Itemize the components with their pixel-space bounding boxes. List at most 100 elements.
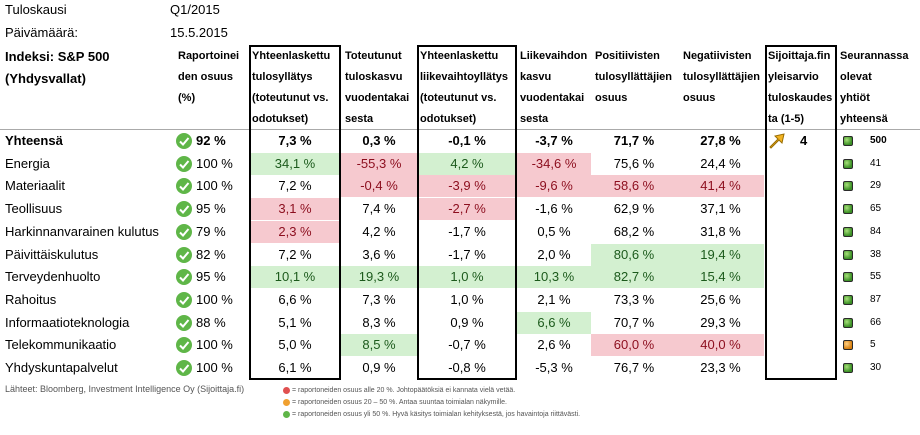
header-line: yleisarvio bbox=[768, 71, 819, 83]
checkmark-icon bbox=[176, 223, 192, 240]
cell-value: 2,6 % bbox=[537, 337, 571, 353]
header-index-line: Indeksi: S&P 500 bbox=[5, 49, 110, 64]
status-indicator-icon bbox=[843, 363, 853, 373]
cell-rev: -3,9 % bbox=[418, 175, 516, 198]
cell-eps: 5,0 % bbox=[250, 334, 340, 356]
cell-value: 7,2 % bbox=[278, 246, 312, 262]
cell-value: 76,7 % bbox=[613, 360, 655, 375]
divider bbox=[0, 129, 920, 130]
cell-revg: 10,3 % bbox=[517, 266, 591, 289]
header-line: (toteutunut vs. bbox=[252, 92, 329, 104]
status-indicator-icon bbox=[843, 249, 853, 260]
cell-grow: 3,6 % bbox=[341, 244, 417, 266]
table-row: Päivittäiskulutus 82 % 7,2 % 3,6 % -1,7 % 2,0… bbox=[0, 243, 920, 266]
cell-grow: 8,3 % bbox=[341, 312, 417, 334]
table-row: Teollisuus 95 % 3,1 % 7,4 % -2,7 % -1,6 % 62,9… bbox=[0, 198, 920, 221]
sources-note: Lähteet: Bloomberg, Investment Intellige… bbox=[5, 384, 245, 394]
status-indicator-icon bbox=[843, 294, 853, 305]
green-dot-icon bbox=[283, 410, 290, 418]
status-indicator-icon bbox=[843, 317, 853, 328]
cell-value: 71,7 % bbox=[613, 133, 655, 148]
header-line: osuus bbox=[683, 92, 716, 104]
sector-name: Teollisuus bbox=[5, 201, 63, 217]
header-tracked-companies: Seurannassa olevat yhtiöt yhteensä bbox=[840, 46, 908, 130]
header-line: osuus bbox=[595, 92, 628, 104]
cell-value: 6,1 % bbox=[278, 360, 312, 375]
header-line: Liikevaihdon bbox=[520, 50, 588, 62]
cell-neg: 25,6 % bbox=[677, 289, 764, 311]
cell-pos: 70,7 % bbox=[591, 312, 677, 334]
sector-name: Telekommunikaatio bbox=[5, 337, 117, 353]
legend-red: = raportoneiden osuus alle 20 %. Johtopä… bbox=[283, 385, 515, 396]
table-row: Energia 100 % 34,1 % -55,3 % 4,2 % -34,6 % 75,… bbox=[0, 152, 920, 175]
header-line: tulosyllättäjien bbox=[683, 71, 761, 83]
cell-neg: 37,1 % bbox=[677, 198, 764, 220]
cell-value: -1,7 % bbox=[448, 246, 486, 262]
header-agg-revenue-surprise: Yhteenlaskettu liikevaihtoyllätys (toteu… bbox=[420, 46, 508, 130]
cell-pos: 68,2 % bbox=[591, 221, 677, 243]
cell-value: 27,8 % bbox=[700, 133, 741, 148]
cell-grow: 0,3 % bbox=[341, 130, 417, 152]
sector-name: Terveydenhuolto bbox=[5, 269, 101, 285]
cell-eps: 34,1 % bbox=[250, 152, 340, 175]
cell-value: -3,9 % bbox=[448, 178, 486, 194]
cell-pos: 58,6 % bbox=[591, 175, 677, 198]
checkmark-icon bbox=[176, 178, 192, 195]
checkmark-icon bbox=[176, 291, 192, 308]
tracked-count: 41 bbox=[870, 157, 882, 169]
cell-value: -3,7 % bbox=[535, 133, 573, 148]
header-line: vuodentakai bbox=[345, 92, 410, 104]
cell-eps: 2,3 % bbox=[250, 220, 340, 243]
period-value: Q1/2015 bbox=[170, 2, 220, 17]
cell-value: 70,7 % bbox=[613, 314, 655, 330]
cell-rev: 4,2 % bbox=[418, 152, 516, 175]
tracked-count: 29 bbox=[870, 180, 882, 192]
report-share: 100 % bbox=[196, 178, 233, 194]
header-line: olevat bbox=[840, 71, 872, 83]
header-line: Toteutunut bbox=[345, 50, 402, 62]
header-line: tulosyllättäjien bbox=[595, 71, 673, 83]
cell-value: -1,7 % bbox=[448, 223, 486, 239]
tracked-count: 84 bbox=[870, 225, 882, 237]
header-line: liikevaihtoyllätys bbox=[420, 71, 509, 83]
cell-value: 62,9 % bbox=[613, 201, 655, 217]
cell-value: 0,9 % bbox=[362, 360, 396, 375]
cell-value: 10,1 % bbox=[274, 269, 316, 285]
cell-value: 24,4 % bbox=[700, 155, 741, 171]
cell-eps: 6,1 % bbox=[250, 357, 340, 379]
cell-pos: 80,6 % bbox=[591, 243, 677, 266]
cell-value: 41,4 % bbox=[700, 178, 741, 194]
cell-grow: 7,3 % bbox=[341, 289, 417, 311]
header-line: Yhteenlaskettu bbox=[252, 50, 331, 62]
cell-revg: -3,7 % bbox=[517, 130, 591, 152]
checkmark-icon bbox=[176, 337, 192, 354]
period-label: Tuloskausi bbox=[5, 2, 67, 17]
cell-rev: -0,7 % bbox=[418, 334, 516, 356]
report-share: 100 % bbox=[196, 360, 233, 375]
cell-neg: 31,8 % bbox=[677, 221, 764, 243]
cell-value: -5,3 % bbox=[535, 360, 573, 375]
cell-eps: 7,2 % bbox=[250, 175, 340, 197]
checkmark-icon bbox=[176, 155, 192, 172]
checkmark-icon bbox=[176, 246, 192, 263]
sector-name: Rahoitus bbox=[5, 291, 57, 307]
header-line: tulosyllätys bbox=[252, 71, 313, 83]
cell-rev: -1,7 % bbox=[418, 244, 516, 266]
cell-value: 8,5 % bbox=[362, 337, 396, 353]
cell-value: 2,3 % bbox=[278, 223, 312, 239]
cell-value: 37,1 % bbox=[700, 201, 741, 217]
table-row: Informaatioteknologia 88 % 5,1 % 8,3 % 0,9 %… bbox=[0, 311, 920, 334]
header-line: sesta bbox=[345, 113, 374, 125]
table-row: Harkinnanvarainen kulutus 79 % 2,3 % 4,2 % -… bbox=[0, 220, 920, 243]
cell-pos: 62,9 % bbox=[591, 198, 677, 220]
header-line: odotukset) bbox=[420, 113, 477, 125]
cell-value: 0,9 % bbox=[450, 314, 484, 330]
header-line: Raportoinei bbox=[178, 50, 240, 62]
cell-revg: 0,5 % bbox=[517, 221, 591, 243]
cell-value: -55,3 % bbox=[356, 155, 402, 171]
cell-value: 19,4 % bbox=[700, 246, 741, 262]
header-line: tuloskaudes bbox=[768, 92, 833, 104]
orange-dot-icon bbox=[283, 398, 290, 406]
cell-value: -34,6 % bbox=[531, 155, 577, 171]
legend-text: = raportoneiden osuus yli 50 %. Hyvä käs… bbox=[292, 411, 581, 418]
